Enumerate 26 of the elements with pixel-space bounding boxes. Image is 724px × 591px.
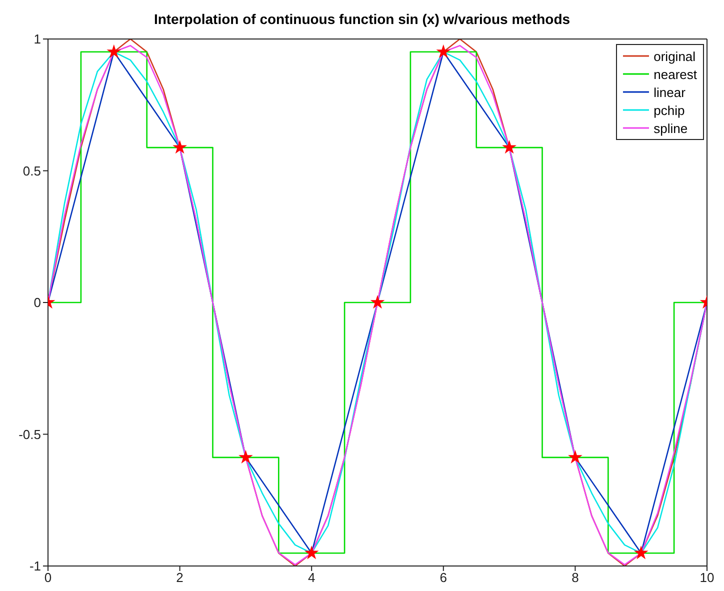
x-tick-label: 8 [572, 570, 579, 586]
y-tick-label: 1 [34, 32, 41, 47]
point [502, 140, 516, 154]
legend-label: linear [654, 84, 686, 100]
point [634, 546, 648, 560]
legend-label: nearest [654, 66, 697, 82]
x-tick-label: 4 [308, 570, 316, 586]
point [568, 450, 582, 464]
point [238, 450, 253, 464]
y-tick-label: 0 [34, 295, 41, 310]
y-tick-label: -1 [29, 558, 41, 574]
chart-title: Interpolation of continuous function sin (x) w/various methods [152, 10, 572, 29]
y-tick-label: 0.5 [22, 163, 41, 178]
legend-label: spline [654, 120, 688, 136]
point [370, 294, 385, 309]
point [304, 546, 319, 560]
legend-label: original [654, 48, 696, 64]
x-tick-label: 6 [440, 570, 448, 586]
point [106, 44, 122, 58]
x-tick-label: 10 [700, 570, 714, 586]
y-tick-label: -0.5 [18, 426, 41, 442]
point [172, 140, 187, 154]
point [436, 44, 451, 58]
legend-label: pchip [654, 102, 685, 118]
x-tick-label: 0 [44, 570, 52, 586]
x-tick-label: 2 [176, 570, 184, 586]
